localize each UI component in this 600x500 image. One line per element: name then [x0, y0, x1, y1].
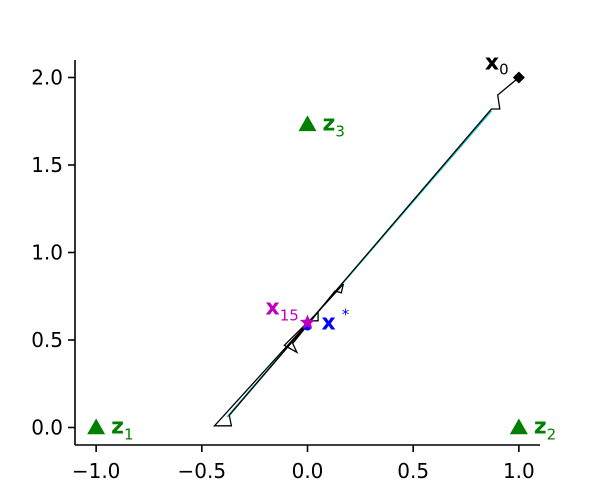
anchor-label-main: z	[534, 415, 547, 440]
x-tick-label: 0.0	[292, 459, 324, 483]
start-marker	[512, 71, 525, 84]
final-iterate-label: x15	[266, 296, 299, 325]
optimum-label-sup: *	[342, 306, 350, 324]
optimum-label: x *	[322, 306, 350, 336]
anchor-label: z2	[534, 415, 556, 444]
x-tick-label: −0.5	[178, 459, 227, 483]
final-iterate-label-main: x	[266, 296, 280, 321]
iterate-path	[213, 76, 520, 427]
y-tick-label: 1.0	[31, 241, 63, 265]
optimum-label-main: x	[322, 311, 336, 336]
ticks: −1.0 −0.5 0.0 0.5 1.0 0.0 0.5 1.0 1.5 2.0	[31, 66, 535, 484]
x-tick-label: −1.0	[72, 459, 121, 483]
plot-lines	[213, 76, 520, 427]
anchor-marker	[298, 115, 317, 132]
anchor-marker	[87, 418, 106, 435]
final-iterate-marker	[299, 314, 316, 329]
anchor-label-sub: 3	[335, 122, 345, 140]
y-tick-label: 0.0	[31, 416, 63, 440]
anchor-label-main: z	[323, 111, 336, 136]
y-tick-label: 2.0	[31, 66, 63, 90]
anchor-label-sub: 2	[547, 426, 557, 444]
anchor-label: z1	[111, 415, 133, 444]
anchor-label: z3	[323, 111, 345, 140]
x-tick-label: 0.5	[397, 459, 429, 483]
markers	[87, 71, 528, 435]
y-tick-label: 1.5	[31, 153, 63, 177]
x-tick-label: 1.0	[503, 459, 535, 483]
anchor-label-main: z	[111, 415, 124, 440]
final-iterate-label-sub: 15	[280, 307, 299, 325]
start-label-main: x	[485, 51, 499, 76]
start-label: x0	[485, 51, 509, 79]
anchor-label-sub: 1	[124, 426, 134, 444]
start-label-sub: 0	[499, 61, 509, 79]
anchor-marker	[509, 418, 528, 435]
y-tick-label: 0.5	[31, 328, 63, 352]
